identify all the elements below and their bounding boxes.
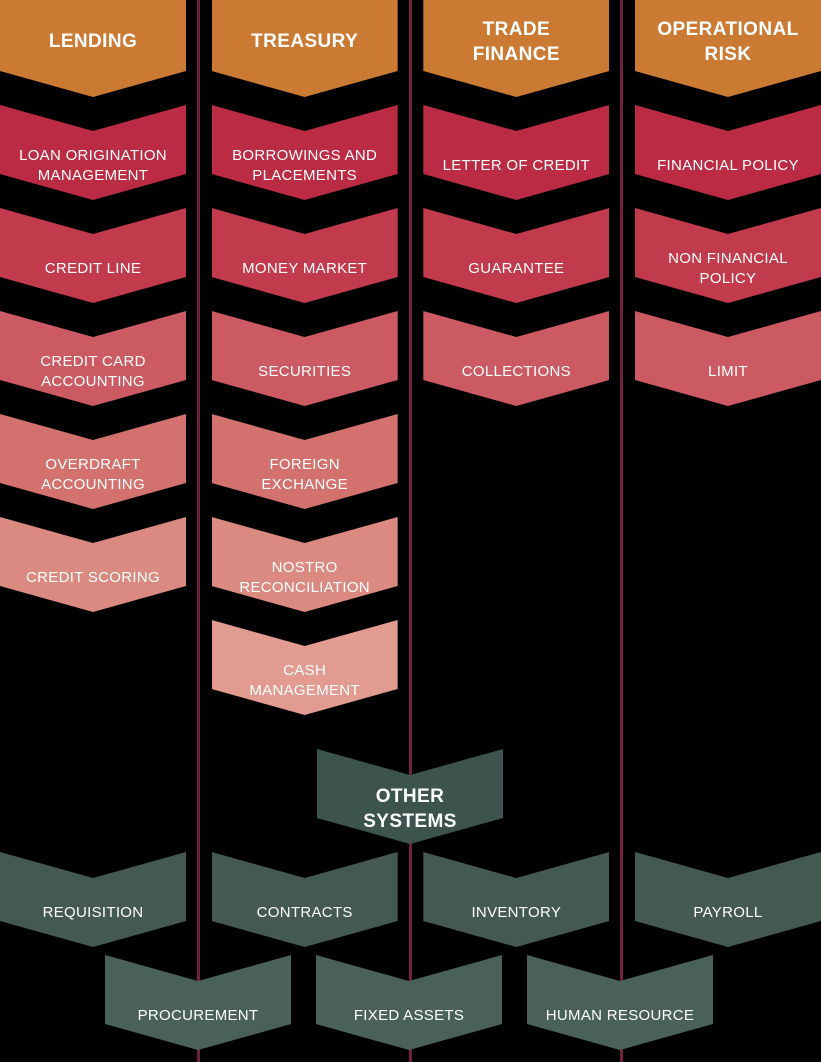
module-credit-scoring: CREDIT SCORING [0, 517, 186, 612]
module-money-market: MONEY MARKET [212, 208, 398, 303]
module-financial-policy: FINANCIAL POLICY [635, 105, 821, 200]
module-columns: LENDING LOAN ORIGINATION MANAGEMENT CRED… [0, 0, 821, 715]
column-treasury: TREASURY BORROWINGS AND PLACEMENTS MONEY… [212, 0, 398, 715]
column-header-trade-finance: TRADE FINANCE [423, 0, 609, 97]
column-header-lending: LENDING [0, 0, 186, 97]
module-guarantee: GUARANTEE [423, 208, 609, 303]
module-payroll: PAYROLL [635, 852, 821, 947]
module-fixed-assets: FIXED ASSETS [316, 955, 502, 1050]
module-borrowings-and-placements: BORROWINGS AND PLACEMENTS [212, 105, 398, 200]
column-lending: LENDING LOAN ORIGINATION MANAGEMENT CRED… [0, 0, 186, 715]
module-overdraft-accounting: OVERDRAFT ACCOUNTING [0, 414, 186, 509]
support-systems-row-1: REQUISITION CONTRACTS INVENTORY PAYROLL [0, 852, 821, 947]
module-letter-of-credit: LETTER OF CREDIT [423, 105, 609, 200]
module-securities: SECURITIES [212, 311, 398, 406]
column-divider-line [197, 0, 200, 1062]
column-header-operational-risk: OPERATIONAL RISK [635, 0, 821, 97]
column-header-treasury: TREASURY [212, 0, 398, 97]
module-collections: COLLECTIONS [423, 311, 609, 406]
module-limit: LIMIT [635, 311, 821, 406]
module-procurement: PROCUREMENT [105, 955, 291, 1050]
module-cash-management: CASH MANAGEMENT [212, 620, 398, 715]
module-inventory: INVENTORY [423, 852, 609, 947]
module-credit-line: CREDIT LINE [0, 208, 186, 303]
column-divider-line [620, 0, 623, 1062]
module-foreign-exchange: FOREIGN EXCHANGE [212, 414, 398, 509]
module-loan-origination-management: LOAN ORIGINATION MANAGEMENT [0, 105, 186, 200]
module-human-resource: HUMAN RESOURCE [527, 955, 713, 1050]
module-credit-card-accounting: CREDIT CARD ACCOUNTING [0, 311, 186, 406]
module-non-financial-policy: NON FINANCIAL POLICY [635, 208, 821, 303]
module-nostro-reconciliation: NOSTRO RECONCILIATION [212, 517, 398, 612]
module-requisition: REQUISITION [0, 852, 186, 947]
column-trade-finance: TRADE FINANCE LETTER OF CREDIT GUARANTEE… [423, 0, 609, 715]
module-contracts: CONTRACTS [212, 852, 398, 947]
column-divider-line [409, 0, 412, 1062]
support-systems-row-2: PROCUREMENT FIXED ASSETS HUMAN RESOURCE [105, 955, 713, 1050]
column-operational-risk: OPERATIONAL RISK FINANCIAL POLICY NON FI… [635, 0, 821, 715]
